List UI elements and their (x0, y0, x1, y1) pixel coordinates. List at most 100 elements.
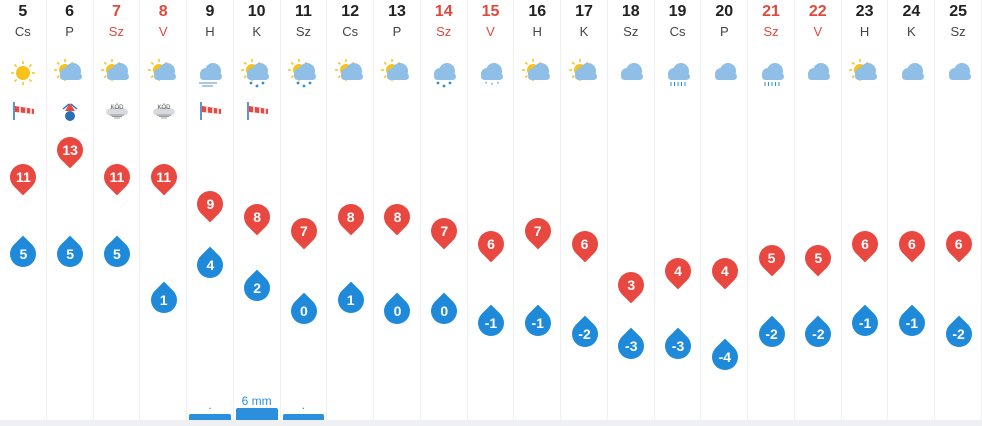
max-temp-marker: 8 (238, 198, 276, 236)
day-column[interactable]: 13 P 8 0 (374, 0, 421, 426)
weather-cloud-snow-icon: * * * (474, 58, 508, 93)
precip-bar (189, 414, 231, 420)
day-column[interactable]: 21 Sz 5 -2 (748, 0, 795, 426)
min-temp-marker: -2 (566, 315, 603, 353)
day-name: Cs (669, 24, 686, 39)
max-temp-marker: 13 (51, 131, 89, 168)
max-temp-marker: 11 (4, 158, 42, 195)
min-temp-value: -2 (578, 326, 591, 342)
day-column[interactable]: 6 P 13 5 (47, 0, 94, 426)
svg-text:*: * (491, 83, 494, 88)
wind-warning-icon (55, 100, 85, 127)
day-number: 24 (902, 3, 921, 20)
min-temp-value: 5 (112, 245, 121, 262)
day-column[interactable]: 24 K 6 -1 (888, 0, 936, 426)
max-temp-value: 7 (440, 222, 449, 239)
weather-sun-cloud-icon (100, 58, 134, 93)
min-temp-marker: 0 (425, 292, 463, 330)
min-temp-value: -3 (625, 337, 638, 354)
min-temp-value: -2 (952, 326, 965, 342)
max-temp-value: 5 (767, 249, 776, 266)
max-temp-value: 7 (300, 222, 308, 239)
day-column[interactable]: 5 Cs 11 5 (0, 0, 47, 426)
day-number: 5 (18, 3, 28, 20)
wind-sock-icon (195, 100, 225, 127)
max-temp-value: 6 (954, 236, 963, 252)
day-column[interactable]: 14 Sz 7 0 (421, 0, 468, 426)
min-temp-marker: -1 (519, 304, 557, 341)
min-temp-value: 4 (206, 257, 215, 273)
max-temp-value: 11 (15, 168, 31, 185)
min-temp-marker: 4 (192, 246, 229, 284)
day-column[interactable]: 17 K 6 -2 (561, 0, 608, 426)
max-temp-value: 4 (720, 263, 729, 279)
weather-sun-cloud-rain-icon (240, 58, 274, 93)
min-temp-marker: 1 (145, 281, 183, 318)
day-column[interactable]: 7 Sz KÖD 11 5 (94, 0, 141, 426)
min-temp-marker: 5 (4, 235, 42, 272)
day-column[interactable]: 18 Sz 3 -3 (608, 0, 655, 426)
day-number: 18 (621, 3, 640, 20)
day-column[interactable]: 8 V KÖD 11 1 (140, 0, 188, 426)
fog-label-icon: KÖD (149, 100, 179, 127)
min-temp-value: -2 (812, 326, 825, 342)
day-column[interactable]: 20 P 4 -4 (701, 0, 749, 426)
max-temp-marker: 9 (192, 185, 229, 222)
max-temp-value: 3 (627, 276, 636, 293)
day-column[interactable]: 19 Cs 4 -3 (655, 0, 702, 426)
min-temp-marker: -2 (940, 315, 977, 353)
day-number: 19 (668, 3, 687, 20)
weather-cloud-icon (801, 58, 835, 93)
svg-text:*: * (485, 82, 488, 88)
weather-cloud-drizzle-icon (755, 58, 789, 93)
min-temp-value: 1 (159, 291, 168, 308)
day-column[interactable]: 23 H 6 -1 (842, 0, 889, 426)
day-name: Sz (623, 24, 639, 39)
day-number: 12 (341, 3, 360, 20)
max-temp-marker: 5 (799, 239, 837, 276)
day-name: V (158, 24, 168, 39)
day-column[interactable]: 25 Sz 6 -2 (935, 0, 982, 426)
max-temp-value: 7 (533, 222, 542, 239)
max-temp-marker: 5 (753, 239, 790, 276)
precip-bar (235, 408, 278, 420)
max-temp-marker: 8 (379, 198, 416, 236)
weather-cloud-icon (942, 58, 976, 93)
day-name: P (392, 24, 402, 39)
max-temp-marker: 7 (285, 212, 323, 249)
max-temp-value: 11 (109, 168, 125, 185)
wind-sock-icon (8, 100, 38, 127)
day-column[interactable]: 16 H 7 -1 (514, 0, 562, 426)
min-temp-marker: 5 (98, 235, 136, 272)
weather-cloud-icon (895, 58, 929, 93)
min-temp-marker: -2 (799, 315, 837, 353)
wind-sock-icon (242, 100, 272, 127)
day-name: P (719, 24, 729, 39)
min-temp-value: 5 (19, 245, 28, 262)
day-column[interactable]: 22 V 5 -2 (795, 0, 842, 426)
day-column[interactable]: 10 K 8 2 6 mm (234, 0, 281, 426)
day-number: 11 (294, 3, 312, 20)
bottom-divider (0, 420, 982, 426)
day-number: 9 (205, 3, 215, 20)
day-number: 16 (528, 3, 547, 20)
min-temp-marker: 5 (51, 235, 89, 272)
fog-label: KÖD (157, 104, 171, 111)
day-column[interactable]: 15 V * * * 6 -1 (468, 0, 515, 426)
day-name: K (579, 24, 589, 39)
max-temp-value: 9 (206, 195, 215, 212)
min-temp-value: 2 (253, 280, 262, 296)
max-temp-value: 8 (253, 209, 262, 225)
day-name: H (205, 24, 215, 39)
weather-sun-cloud-icon (380, 58, 414, 93)
min-temp-value: -1 (531, 314, 544, 331)
day-column[interactable]: 11 Sz 7 0. (281, 0, 328, 426)
weather-sun-icon (6, 58, 40, 93)
day-number: 15 (481, 3, 500, 20)
precip-amount: . (208, 398, 212, 412)
max-temp-value: 6 (861, 236, 869, 252)
min-temp-marker: -1 (846, 304, 884, 341)
max-temp-marker: 4 (659, 252, 697, 290)
day-column[interactable]: 9 H 9 4. (187, 0, 234, 426)
day-column[interactable]: 12 Cs 8 1 (327, 0, 375, 426)
